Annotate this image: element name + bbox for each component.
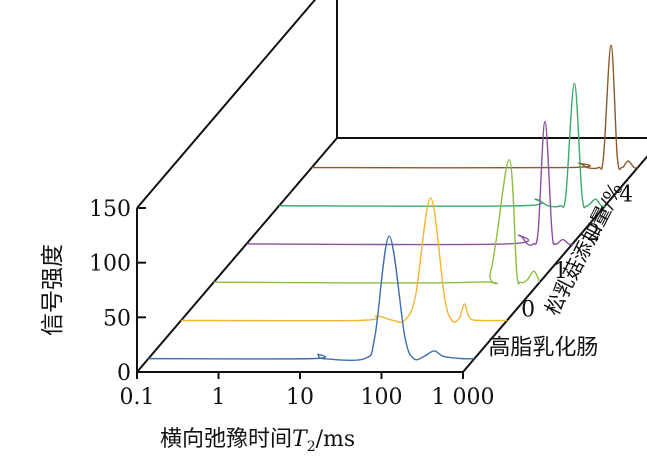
x-tick-label: 1 000 [432, 385, 495, 410]
y-tick-label: 100 [89, 252, 131, 277]
y-tick-label: 150 [89, 197, 131, 222]
back-top-diagonal [136, 0, 317, 209]
series-label: 4 [619, 183, 633, 208]
series-layer [148, 44, 638, 362]
series-line [246, 120, 573, 247]
series-line [279, 82, 606, 209]
depth-axis-line [136, 137, 338, 373]
series-label: 1 [554, 259, 568, 284]
z-axis-label: 松乳菇添加量/% [540, 178, 628, 319]
series-line [213, 159, 541, 285]
x-tick-label: 100 [361, 385, 403, 410]
series-label: 高脂乳化肠 [488, 336, 598, 361]
x-tick-label: 1 [212, 385, 226, 410]
x-tick-label: 0.1 [120, 385, 155, 410]
series-line [181, 197, 508, 324]
y-tick-label: 50 [103, 306, 131, 331]
series-label: 0 [521, 297, 535, 322]
x-axis-label: 横向弛豫时间T2/ms [160, 427, 355, 455]
y-tick-label: 0 [117, 361, 131, 386]
series-line [311, 44, 638, 171]
y-axis-label: 信号强度 [40, 244, 66, 336]
right-depth-axis [462, 155, 647, 373]
series-label: 2 [586, 221, 600, 246]
axes-frame [136, 0, 647, 373]
x-tick-label: 10 [286, 385, 314, 410]
series-line [148, 235, 475, 362]
